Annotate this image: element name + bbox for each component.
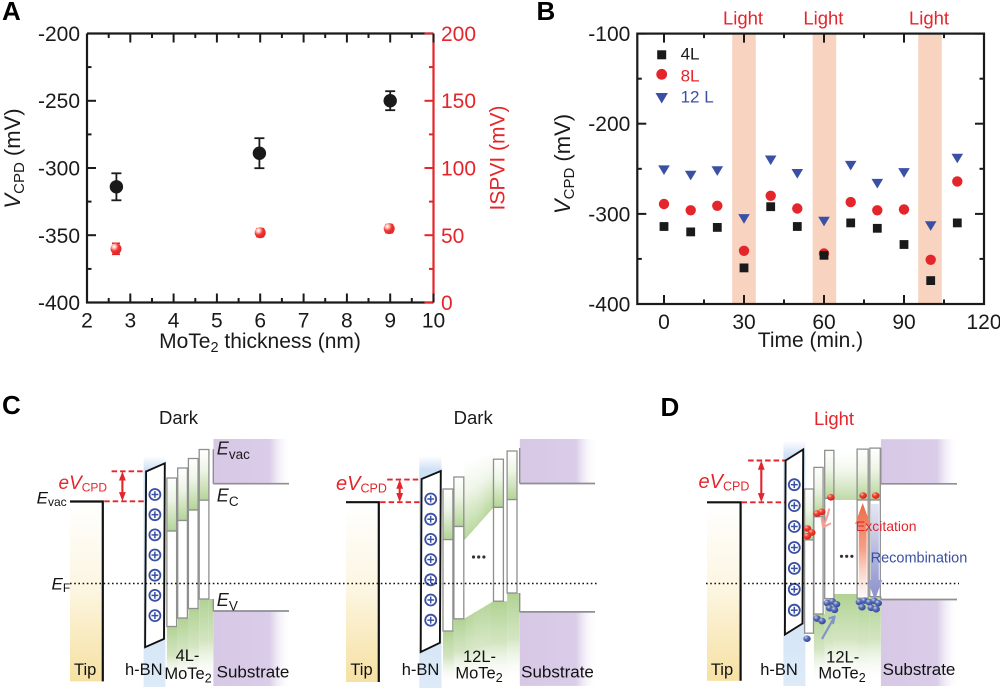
svg-text:Dark: Dark — [159, 407, 199, 428]
svg-text:-300: -300 — [588, 203, 630, 226]
svg-text:VCPD (mV): VCPD (mV) — [550, 114, 578, 214]
svg-text:h-BN: h-BN — [760, 661, 798, 679]
svg-text:-200: -200 — [588, 113, 630, 136]
svg-text:12 L: 12 L — [681, 88, 714, 107]
svg-text:Tip: Tip — [711, 661, 733, 679]
svg-text:Light: Light — [909, 7, 949, 28]
svg-text:6: 6 — [254, 310, 266, 333]
svg-text:-350: -350 — [38, 225, 80, 248]
svg-text:100: 100 — [441, 158, 476, 181]
svg-text:Dark: Dark — [454, 407, 494, 428]
svg-text:7: 7 — [298, 310, 310, 333]
svg-text:Substrate: Substrate — [883, 660, 956, 679]
svg-text:Evac: Evac — [37, 489, 67, 510]
svg-text:D: D — [661, 392, 680, 422]
svg-text:MoTe2: MoTe2 — [818, 664, 865, 685]
svg-text:0: 0 — [441, 292, 453, 315]
svg-text:-200: -200 — [38, 23, 80, 46]
svg-text:-400: -400 — [588, 294, 630, 317]
svg-text:Evac: Evac — [217, 438, 250, 462]
svg-text:12L-: 12L- — [826, 648, 859, 666]
svg-text:Time (min.): Time (min.) — [758, 329, 863, 352]
svg-text:eVCPD: eVCPD — [59, 473, 108, 495]
svg-text:ISPVI (mV): ISPVI (mV) — [487, 105, 510, 210]
svg-text:5: 5 — [211, 310, 223, 333]
svg-text:4L-: 4L- — [176, 647, 200, 665]
svg-text:8: 8 — [341, 310, 353, 333]
svg-text:EV: EV — [217, 590, 238, 614]
svg-text:EC: EC — [217, 486, 239, 510]
svg-text:eVCPD: eVCPD — [336, 473, 387, 496]
svg-text:-250: -250 — [38, 90, 80, 113]
svg-text:Substrate: Substrate — [521, 663, 594, 682]
svg-text:Tip: Tip — [74, 661, 96, 679]
svg-text:50: 50 — [441, 225, 464, 248]
svg-text:Recombination: Recombination — [871, 551, 968, 567]
svg-text:A: A — [2, 0, 21, 26]
svg-text:3: 3 — [124, 310, 136, 333]
svg-text:0: 0 — [658, 311, 670, 334]
svg-text:Light: Light — [723, 7, 763, 28]
svg-text:Tip: Tip — [350, 661, 372, 679]
svg-text:2: 2 — [81, 310, 93, 333]
svg-text:120: 120 — [966, 311, 1000, 334]
svg-text:90: 90 — [892, 311, 915, 334]
svg-text:200: 200 — [441, 23, 476, 46]
svg-text:MoTe2: MoTe2 — [164, 665, 211, 686]
svg-text:60: 60 — [812, 311, 835, 334]
svg-text:MoTe2: MoTe2 — [455, 665, 502, 686]
svg-text:h-BN: h-BN — [125, 661, 163, 679]
svg-text:9: 9 — [384, 310, 396, 333]
svg-text:eVCPD: eVCPD — [699, 471, 750, 494]
svg-text:12L-: 12L- — [463, 648, 496, 666]
svg-text:8L: 8L — [681, 66, 700, 85]
svg-text:EF: EF — [52, 575, 71, 596]
svg-text:-400: -400 — [38, 292, 80, 315]
svg-text:10: 10 — [422, 310, 445, 333]
svg-text:C: C — [2, 390, 21, 420]
svg-text:-300: -300 — [38, 158, 80, 181]
svg-text:Substrate: Substrate — [217, 663, 290, 682]
svg-text:Light: Light — [814, 408, 854, 429]
svg-text:VCPD (mV): VCPD (mV) — [0, 108, 28, 208]
svg-text:-100: -100 — [588, 23, 630, 46]
svg-text:Light: Light — [803, 7, 843, 28]
svg-text:150: 150 — [441, 90, 476, 113]
svg-text:h-BN: h-BN — [402, 661, 440, 679]
svg-text:Excitation: Excitation — [856, 518, 917, 534]
svg-text:30: 30 — [732, 311, 755, 334]
svg-text:4: 4 — [168, 310, 180, 333]
svg-text:MoTe2 thickness (nm): MoTe2 thickness (nm) — [159, 330, 361, 356]
svg-text:B: B — [537, 0, 556, 26]
svg-text:4L: 4L — [681, 45, 700, 64]
